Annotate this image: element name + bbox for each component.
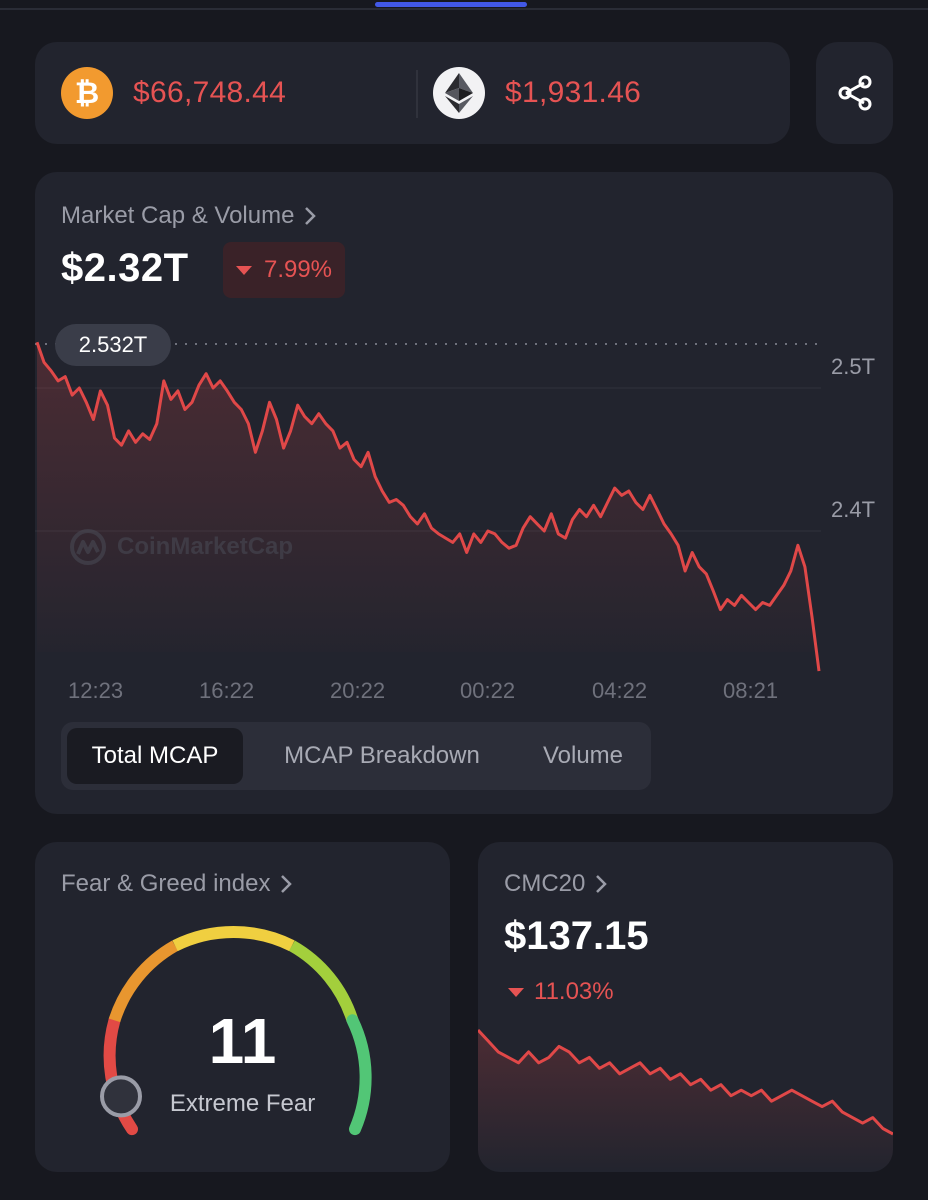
gauge-segment-neutral (172, 926, 295, 952)
fear-greed-gauge (100, 926, 372, 1136)
gauge-segment-greed (288, 940, 359, 1023)
eth-price: $1,931.46 (505, 76, 642, 109)
gauge-segment-extreme-greed (346, 1014, 372, 1136)
market-cap-title: Market Cap & Volume (61, 202, 295, 229)
btc-price-item[interactable]: ₿ $66,748.44 (61, 66, 286, 120)
x-tick-label: 04:22 (592, 678, 648, 703)
cmc20-change: 11.03% (508, 978, 614, 1006)
ticker-divider (416, 70, 418, 118)
market-cap-line (35, 341, 821, 672)
down-triangle-icon (508, 987, 524, 997)
y-tick-label: 2.5T (831, 354, 876, 379)
top-indicator (0, 0, 928, 10)
gauge-segment-fear (108, 940, 179, 1023)
chevron-right-icon (596, 875, 608, 893)
fear-greed-label: Extreme Fear (169, 1090, 316, 1117)
tab-volume[interactable]: Volume (542, 742, 624, 769)
coinmarketcap-watermark: CoinMarketCap (69, 528, 293, 566)
market-cap-change: 7.99% (263, 256, 333, 283)
btc-price: $66,748.44 (133, 76, 287, 109)
eth-price-item[interactable]: $1,931.46 (433, 66, 641, 120)
market-cap-value: $2.32T (61, 246, 189, 290)
price-ticker: ₿ $66,748.44 $1,931.46 (35, 42, 790, 144)
gauge-segment-extreme-fear (103, 1014, 138, 1136)
bitcoin-icon: ₿ (61, 67, 113, 119)
chart-tabs: Total MCAP MCAP Breakdown Volume (61, 722, 651, 790)
cmc20-card[interactable]: CMC20 $137.15 11.03% (478, 842, 893, 1172)
chevron-right-icon (281, 875, 293, 893)
market-cap-area (37, 342, 819, 672)
cmc20-title-link[interactable]: CMC20 (504, 870, 608, 898)
x-tick-label: 12:23 (68, 678, 124, 703)
share-button[interactable] (816, 42, 893, 144)
fear-greed-value: 11 (208, 1005, 277, 1077)
tab-mcap-breakdown[interactable]: MCAP Breakdown (284, 742, 480, 769)
share-icon (838, 75, 871, 111)
hover-value-label: 2.532T (55, 324, 171, 366)
active-page-bar (375, 2, 527, 7)
fear-greed-card[interactable]: Fear & Greed index 11 Extreme Fear (35, 842, 450, 1172)
cmc20-area (478, 1030, 893, 1172)
cmc20-value: $137.15 (504, 914, 649, 958)
y-tick-label: 2.4T (831, 497, 876, 522)
tab-total-mcap[interactable]: Total MCAP (67, 728, 243, 784)
cmc20-change-value: 11.03% (534, 978, 614, 1005)
watermark-text: CoinMarketCap (117, 533, 294, 560)
ethereum-icon (433, 67, 485, 119)
x-tick-label: 16:22 (199, 678, 255, 703)
cmc20-title: CMC20 (504, 870, 586, 897)
cmc20-chart (478, 1028, 893, 1172)
chevron-right-icon (305, 207, 317, 225)
bitcoin-glyph: ₿ (74, 75, 100, 111)
fear-greed-title: Fear & Greed index (61, 870, 271, 897)
coinmarketcap-logo-icon (70, 529, 106, 565)
x-tick-label: 08:21 (723, 678, 779, 703)
market-cap-change-badge: 7.99% (223, 242, 345, 298)
fear-greed-title-link[interactable]: Fear & Greed index (61, 870, 293, 898)
market-cap-title-link[interactable]: Market Cap & Volume (61, 202, 317, 230)
cmc20-line (478, 1028, 893, 1136)
gauge-indicator (100, 1075, 142, 1118)
x-tick-label: 00:22 (460, 678, 516, 703)
market-cap-card[interactable]: Market Cap & Volume $2.32T 7.99% 2.532T … (35, 172, 893, 814)
down-triangle-icon (235, 265, 252, 275)
x-tick-label: 20:22 (330, 678, 386, 703)
